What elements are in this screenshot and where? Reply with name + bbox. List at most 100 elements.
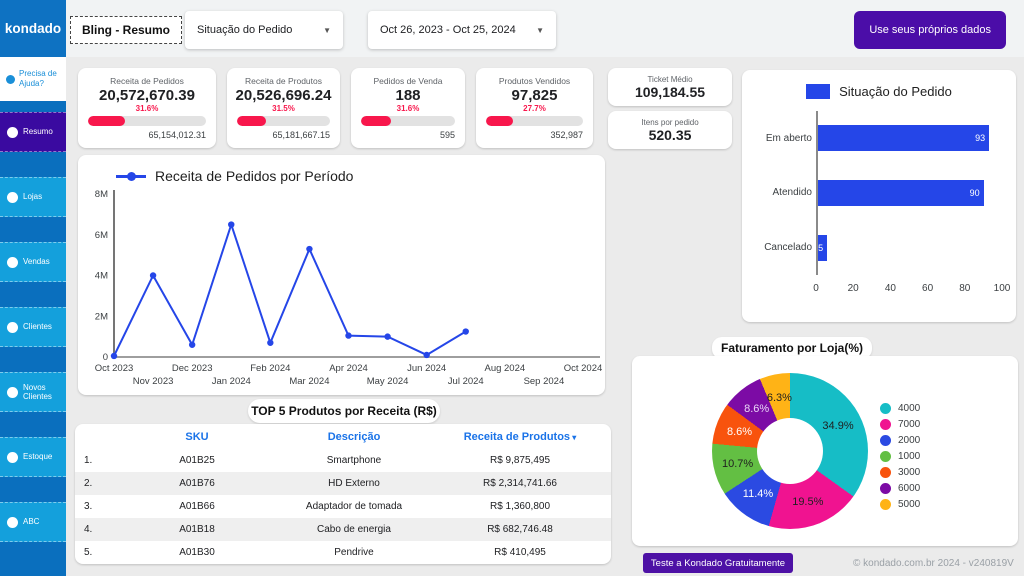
- column-header-descri-o[interactable]: Descrição: [327, 431, 381, 443]
- svg-text:Oct 2024: Oct 2024: [564, 363, 603, 374]
- help-button[interactable]: Precisa de Ajuda?: [0, 57, 66, 101]
- sidebar: kondado Precisa de Ajuda? Resumo Lojas Ven…: [0, 0, 66, 576]
- progress-bar: [88, 116, 206, 126]
- pie-slice-label: 10.7%: [721, 457, 754, 470]
- table-row: 2. A01B76 HD Externo R$ 2,314,741.66: [75, 472, 611, 495]
- legend-dot-icon: [880, 499, 891, 510]
- svg-text:Jun 2024: Jun 2024: [407, 363, 446, 374]
- bar-chart-x-axis: 0 20 40 60 80 100: [813, 283, 1011, 294]
- chevron-down-icon: ▼: [536, 25, 544, 35]
- bullet-icon: [7, 126, 18, 138]
- top-products-table: SKU Descrição Receita de Produtos ▾ 1. A01B…: [75, 424, 611, 564]
- try-kondado-button[interactable]: Teste a Kondado Gratuitamente: [643, 553, 793, 573]
- line-chart-title: Receita de Pedidos por Período: [155, 168, 354, 184]
- sidebar-item-clientes[interactable]: Clientes: [0, 307, 66, 347]
- donut-hole: [757, 418, 823, 484]
- progress-bar: [361, 116, 455, 126]
- legend-item-5000: 5000: [880, 499, 920, 510]
- kpi-card-receita-de-produtos: Receita de Produtos 20,526,696.24 31.5% 65,…: [227, 68, 340, 148]
- use-own-data-button[interactable]: Use seus próprios dados: [854, 11, 1006, 49]
- bullet-icon: [7, 321, 18, 333]
- pie-slice-label: 11.4%: [742, 488, 774, 501]
- legend-dot-icon: [880, 451, 891, 462]
- svg-text:2M: 2M: [95, 311, 108, 322]
- progress-bar: [486, 116, 583, 126]
- svg-text:Sep 2024: Sep 2024: [524, 376, 565, 387]
- report-title: Bling - Resumo: [70, 16, 183, 44]
- legend-dot-icon: [880, 435, 891, 446]
- situacao-filter-dropdown[interactable]: Situação do Pedido ▼: [185, 11, 343, 49]
- svg-text:6M: 6M: [95, 230, 108, 241]
- bar-chart-plot: Em aberto 93 Atendido 90 Cancelado 5: [764, 111, 1002, 275]
- line-chart-svg: 0 2M 4M 6M 8M Oct 2023 Nov 2023 Dec 2023 Jan 202…: [95, 189, 603, 387]
- kpi-card-ticket-m-dio: Ticket Médio 109,184.55: [608, 68, 732, 106]
- svg-text:Nov 2023: Nov 2023: [133, 376, 174, 387]
- pie-slice-label: 19.5%: [792, 495, 824, 508]
- pie-slice-label: 8.6%: [744, 402, 770, 415]
- bullet-icon: [7, 451, 18, 463]
- donut-chart-title: Faturamento por Loja(%): [712, 337, 872, 359]
- line-chart-legend: Receita de Pedidos por Período: [116, 168, 353, 184]
- table-row: 5. A01B30 Pendrive R$ 410,495: [84, 547, 546, 558]
- bullet-icon: [7, 386, 18, 398]
- line-marker-icon: [116, 171, 146, 181]
- pie-slice-label: 8.6%: [726, 425, 753, 438]
- svg-text:Aug 2024: Aug 2024: [484, 363, 525, 374]
- pie-legend: 4000 7000 2000 1000 3000 6000 5000: [880, 403, 920, 510]
- sidebar-item-estoque[interactable]: Estoque: [0, 437, 66, 477]
- date-range-dropdown[interactable]: Oct 26, 2023 - Oct 25, 2024 ▼: [368, 11, 556, 49]
- sidebar-item-abc[interactable]: ABC: [0, 502, 66, 542]
- bar-chart-legend-label: Situação do Pedido: [839, 84, 952, 99]
- bullet-icon: [7, 256, 18, 268]
- bar-row-cancelado: Cancelado 5: [764, 234, 1002, 261]
- sort-indicator-icon: ▾: [570, 433, 577, 442]
- copyright-text: © kondado.com.br 2024 - v240819V: [853, 558, 1014, 569]
- sidebar-item-resumo[interactable]: Resumo: [0, 112, 66, 152]
- svg-text:Oct 2023: Oct 2023: [95, 363, 134, 374]
- table-header-row: SKU Descrição Receita de Produtos ▾: [75, 424, 611, 449]
- mini-kpi-column: Ticket Médio 109,184.55 Itens por pedido 52…: [608, 68, 732, 149]
- situacao-filter-label: Situação do Pedido: [197, 24, 293, 36]
- svg-text:Jan 2024: Jan 2024: [212, 376, 251, 387]
- bar: 90: [818, 179, 984, 206]
- kondado-logo: kondado: [0, 0, 66, 57]
- legend-item-3000: 3000: [880, 467, 920, 478]
- column-header-receita-de-produtos[interactable]: Receita de Produtos ▾: [463, 431, 577, 443]
- legend-dot-icon: [880, 419, 891, 430]
- bar-row-em-aberto: Em aberto 93: [766, 125, 1002, 152]
- line-chart-card: Receita de Pedidos por Período 0 2M 4M 6M 8M…: [78, 155, 605, 395]
- legend-dot-icon: [880, 467, 891, 478]
- help-label: Precisa de Ajuda?: [19, 69, 57, 88]
- legend-item-1000: 1000: [880, 451, 920, 462]
- table-title: TOP 5 Produtos por Receita (R$): [248, 399, 440, 423]
- chevron-down-icon: ▼: [323, 25, 331, 35]
- legend-dot-icon: [880, 403, 891, 414]
- kpi-card-receita-de-pedidos: Receita de Pedidos 20,572,670.39 31.6% 65,1…: [78, 68, 216, 148]
- bar-chart-legend: Situação do Pedido: [756, 84, 1002, 99]
- table-row: 4. A01B18 Cabo de energia R$ 682,746.48: [75, 518, 611, 541]
- svg-text:Apr 2024: Apr 2024: [329, 363, 368, 374]
- column-header-sku[interactable]: SKU: [185, 431, 209, 443]
- sidebar-item-vendas[interactable]: Vendas: [0, 242, 66, 282]
- pie-slice-label: 34.9%: [822, 420, 854, 433]
- table-body: 1. A01B25 Smartphone R$ 9,875,495 2. A01B76 HD…: [75, 449, 611, 564]
- situacao-bar-chart-card: Situação do Pedido Em aberto 93 Atendido 90…: [742, 70, 1016, 322]
- legend-item-6000: 6000: [880, 483, 920, 494]
- kpi-row: Receita de Pedidos 20,572,670.39 31.6% 65,1…: [78, 68, 593, 148]
- legend-item-7000: 7000: [880, 419, 920, 430]
- legend-dot-icon: [880, 483, 891, 494]
- bullet-icon: [7, 191, 18, 203]
- kpi-card-produtos-vendidos: Produtos Vendidos 97,825 27.7% 352,987: [476, 68, 593, 148]
- sidebar-item-novos-clientes[interactable]: Novos Clientes: [0, 372, 66, 412]
- date-range-label: Oct 26, 2023 - Oct 25, 2024: [380, 24, 516, 36]
- help-dot-icon: [6, 74, 15, 84]
- sidebar-item-lojas[interactable]: Lojas: [0, 177, 66, 217]
- bar: 5: [818, 234, 828, 261]
- pie-slice-label: 6.3%: [766, 392, 792, 405]
- svg-text:Jul 2024: Jul 2024: [448, 376, 484, 387]
- kpi-card-itens-por-pedido: Itens por pedido 520.35: [608, 111, 732, 149]
- bullet-icon: [7, 516, 18, 528]
- bar-row-atendido: Atendido 90: [773, 179, 1002, 206]
- legend-item-2000: 2000: [880, 435, 920, 446]
- bar: 93: [818, 125, 990, 152]
